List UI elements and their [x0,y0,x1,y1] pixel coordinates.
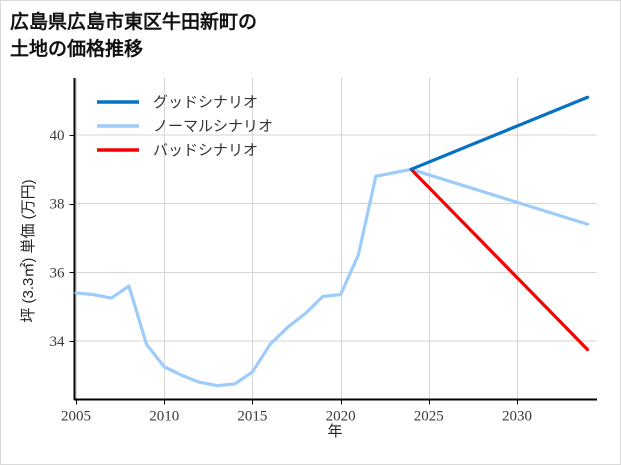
y-tick-label: 36 [50,265,66,281]
x-tick-label: 2020 [326,409,356,425]
y-axis-tick-labels: 34 36 38 40 [50,128,66,350]
x-tick-label: 2010 [149,409,179,425]
x-tick-label: 2015 [237,409,267,425]
y-tick-label: 40 [50,128,65,144]
y-tick-label: 34 [50,334,66,350]
data-series-layer [74,95,590,388]
legend-label-1: ノーマルシナリオ [153,119,273,135]
x-tick-label: 2030 [502,409,532,425]
y-axis-title: 坪 (3.3㎡) 単価 (万円) [20,179,37,322]
plot-axes [69,78,597,405]
x-tick-label: 2025 [414,409,444,425]
series-line-bad [409,167,590,352]
y-tick-label: 38 [50,197,65,213]
legend-label-0: グッドシナリオ [153,94,258,111]
series-line-good [409,95,590,171]
x-axis-tick-labels: 2005 2010 2015 2020 2025 2030 [61,409,532,425]
page-title: 広島県広島市東区牛田新町の 土地の価格推移 [10,12,258,60]
legend-label-2: バッドシナリオ [153,143,258,159]
x-axis-title: 年 [327,423,342,440]
x-tick-label: 2005 [61,409,91,425]
series-line-normal [74,167,590,388]
